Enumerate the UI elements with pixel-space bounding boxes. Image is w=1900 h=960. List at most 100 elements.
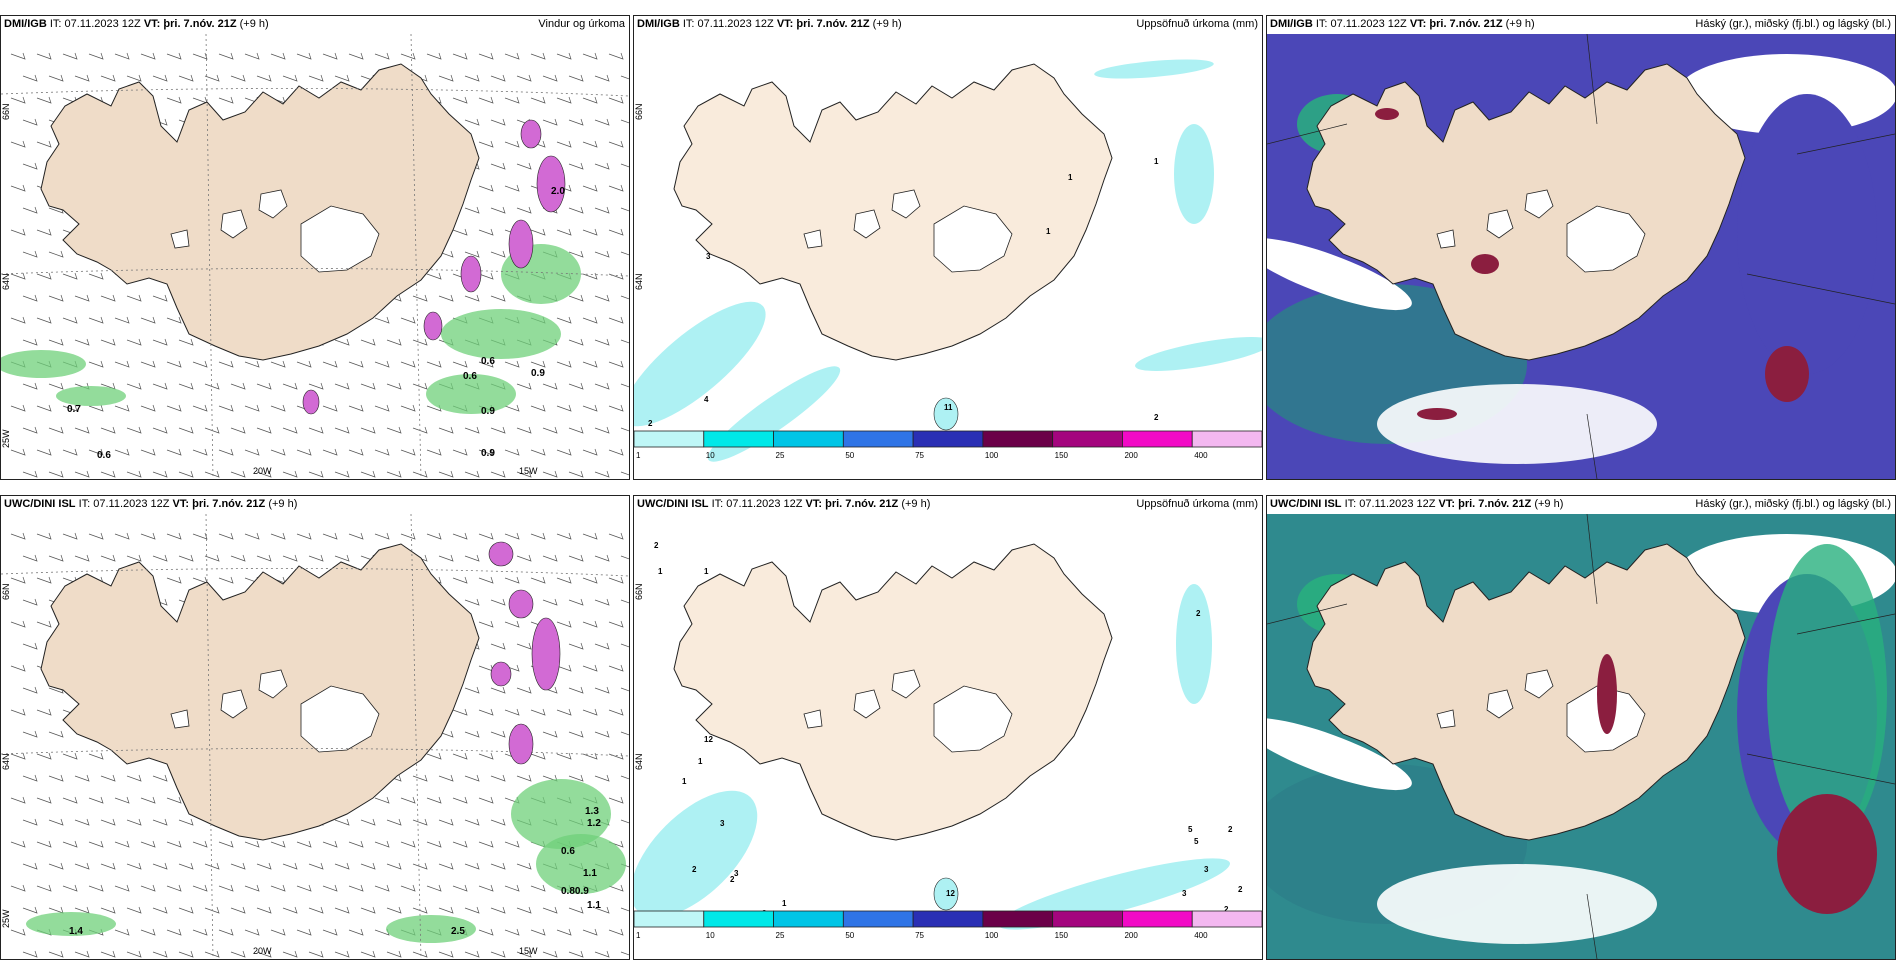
wind-barb [464, 598, 480, 606]
wind-barb [296, 532, 312, 540]
wind-barb [360, 426, 376, 434]
wind-barb [36, 404, 52, 412]
wind-barb [296, 928, 312, 936]
wind-barb [542, 426, 558, 434]
wind-barb [192, 404, 208, 412]
wind-barb [244, 360, 260, 368]
wind-barb [48, 382, 64, 390]
wind-barb [296, 884, 312, 892]
wind-barb [582, 448, 598, 456]
wind-barb [412, 774, 428, 782]
wind-barb [178, 74, 194, 82]
wind-barb [620, 555, 629, 560]
wind-barb [464, 774, 480, 782]
colorbar-tick: 10 [706, 451, 715, 460]
wind-barb [438, 470, 454, 478]
wind-barb [582, 752, 598, 760]
wind-barb [62, 272, 78, 280]
wind-barb [308, 426, 324, 434]
wind-barb [490, 426, 506, 434]
wind-barb [516, 774, 532, 782]
wind-barb [426, 840, 442, 848]
wind-barb [204, 906, 220, 914]
wind-barb [556, 96, 572, 104]
wind-barb [218, 52, 234, 60]
cloud-map [1267, 514, 1895, 959]
wind-barb [244, 928, 260, 936]
wind-barb [166, 884, 182, 892]
wind-barb [490, 162, 506, 170]
colorbar-swatch [842, 910, 914, 928]
wind-barb [36, 272, 52, 280]
wind-barb [282, 74, 298, 82]
wind-barb [594, 730, 610, 738]
precip-area [933, 397, 959, 431]
wind-barb [88, 316, 104, 324]
wind-barb [114, 532, 130, 540]
wind-barb [620, 819, 629, 824]
wind-barb [10, 620, 26, 628]
wind-barb [542, 730, 558, 738]
wind-barb [608, 796, 624, 804]
wind-barb [322, 404, 338, 412]
precip-area [26, 912, 116, 936]
precip-value: 0.9 [531, 368, 545, 379]
wind-barb [452, 840, 468, 848]
wind-barb [594, 162, 610, 170]
wind-barb [270, 52, 286, 60]
glacier [1436, 709, 1456, 729]
wind-barb [594, 686, 610, 694]
glacier [220, 689, 248, 719]
wind-barb [256, 382, 272, 390]
wind-barb [504, 620, 520, 628]
wind-barb [608, 96, 624, 104]
colorbar-tick: 150 [1055, 931, 1069, 940]
wind-barb [426, 360, 442, 368]
wind-barb [582, 316, 598, 324]
precip-value: 1 [1068, 173, 1073, 182]
wind-barb [100, 862, 116, 870]
wind-barb [230, 554, 246, 562]
wind-barb [22, 554, 38, 562]
precip-value: 1.4 [69, 926, 83, 937]
precip-value: 5 [1194, 837, 1199, 846]
wind-barb [386, 470, 402, 478]
wind-barb [270, 840, 286, 848]
wind-barb [62, 532, 78, 540]
colorbar-tick: 1 [636, 931, 641, 940]
wind-barb [322, 360, 338, 368]
wind-barb [504, 884, 520, 892]
wind-barb [62, 404, 78, 412]
wind-barb [556, 620, 572, 628]
boundary-line [1796, 133, 1895, 155]
wind-barb [478, 360, 494, 368]
wind-barb [114, 448, 130, 456]
colorbar-tick: 150 [1055, 451, 1069, 460]
wind-barb [126, 426, 142, 434]
wind-barb [478, 884, 494, 892]
wind-barb [22, 642, 38, 650]
wind-barb [438, 554, 454, 562]
wind-barb [178, 818, 194, 826]
wind-barb [74, 774, 90, 782]
wind-barb [504, 448, 520, 456]
wind-barb [582, 664, 598, 672]
colorbar-tick: 400 [1194, 451, 1208, 460]
wind-barb [608, 360, 624, 368]
cloud-map [1267, 34, 1895, 479]
wind-barb [88, 884, 104, 892]
heavy-precip-area [302, 389, 320, 415]
wind-barb [452, 96, 468, 104]
wind-barb [490, 774, 506, 782]
iceland-landmass [40, 63, 480, 361]
wind-barb [386, 906, 402, 914]
panel-uwc-wind: UWC/DINI ISL IT: 07.11.2023 12Z VT: þri.… [0, 495, 630, 960]
colorbar-swatch [703, 430, 774, 448]
panel-dmi-wind: DMI/IGB IT: 07.11.2023 12Z VT: þri. 7.nó… [0, 15, 630, 480]
wind-barb [360, 862, 376, 870]
wind-barb [620, 599, 629, 604]
wind-barb [218, 884, 234, 892]
wind-barb [516, 470, 532, 478]
wind-barb [568, 730, 584, 738]
wind-barb [464, 730, 480, 738]
